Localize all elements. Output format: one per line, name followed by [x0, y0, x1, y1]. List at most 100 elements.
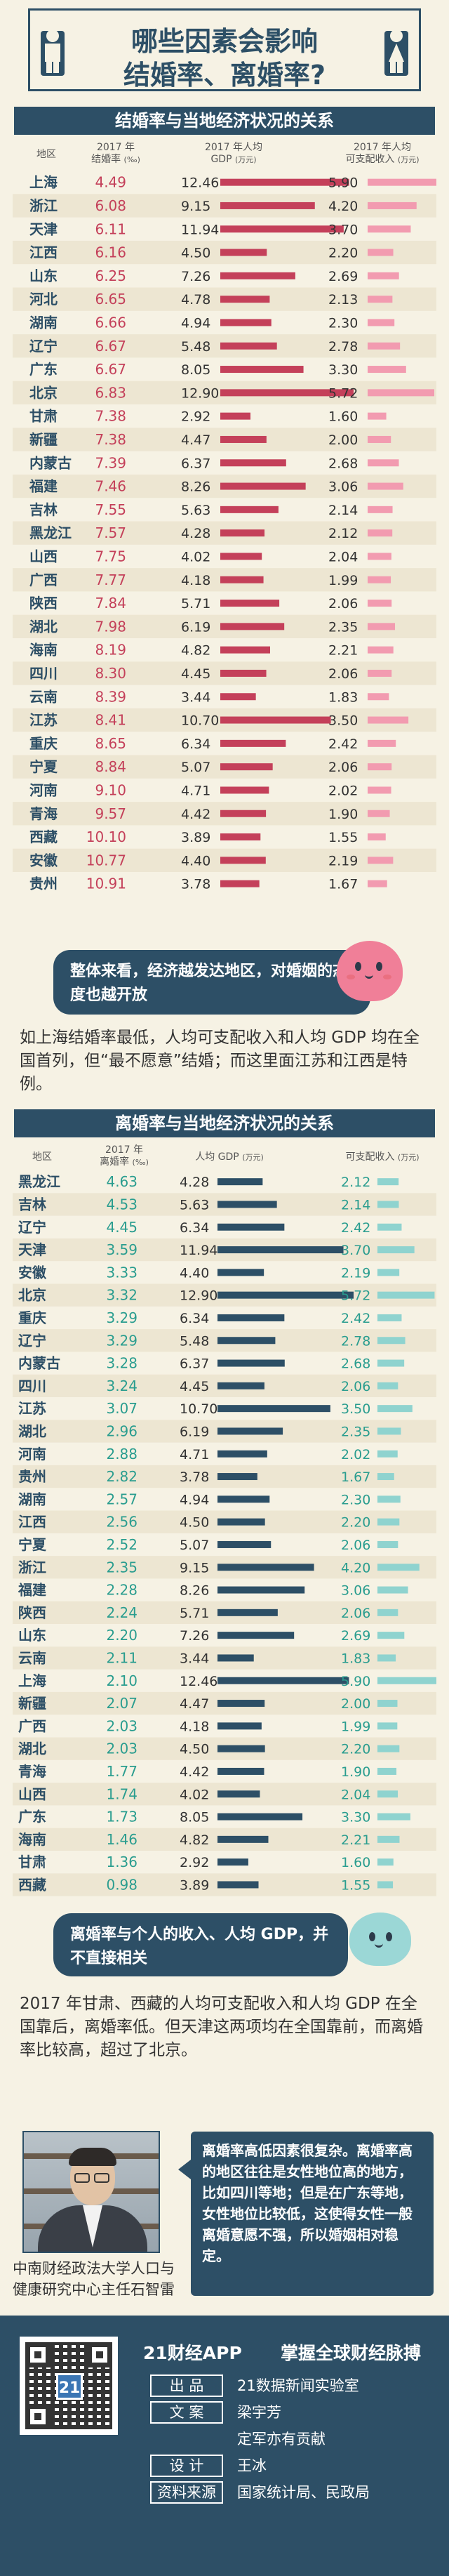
col-income-header-2: 可支配收入 (万元): [345, 1151, 420, 1163]
region-label: 天津: [29, 220, 58, 237]
expert-portrait: [22, 2131, 160, 2253]
gdp-value: 4.82: [181, 643, 210, 659]
region-label: 广西: [29, 572, 58, 588]
region-label: 海南: [18, 1831, 46, 1848]
callout-divorce: 离婚率与个人的收入、人均 GDP，并不直接相关: [53, 1913, 348, 1976]
region-label: 吉林: [29, 501, 58, 518]
region-label: 云南: [29, 688, 58, 705]
region-label: 天津: [18, 1241, 46, 1258]
income-bar: [377, 1382, 398, 1389]
income-value: 2.06: [328, 666, 358, 682]
income-bar: [377, 1427, 401, 1435]
income-bar: [368, 435, 391, 443]
gdp-value: 4.40: [181, 853, 210, 868]
gdp-value: 5.07: [180, 1538, 209, 1553]
income-value: 5.72: [341, 1288, 370, 1304]
region-label: 青海: [29, 805, 58, 822]
rate-value: 6.08: [95, 197, 126, 214]
rate-value: 2.56: [106, 1514, 138, 1531]
rate-value: 7.57: [95, 524, 126, 541]
gdp-bar: [220, 366, 304, 374]
income-bar: [377, 1223, 402, 1231]
paragraph-divorce: 2017 年甘肃、西藏的人均可支配收入和人均 GDP 在全国靠后，离婚率低。但天…: [20, 1995, 423, 2059]
gdp-bar: [220, 623, 285, 630]
income-value: 2.78: [341, 1333, 370, 1349]
income-value: 1.60: [328, 409, 358, 425]
rate-value: 10.91: [86, 876, 126, 892]
income-value: 5.90: [328, 176, 358, 191]
income-value: 2.30: [341, 1492, 370, 1507]
rate-value: 1.46: [106, 1831, 138, 1848]
region-label: 青海: [18, 1763, 46, 1780]
income-value: 2.00: [341, 1696, 370, 1712]
region-label: 北京: [29, 384, 58, 401]
region-label: 上海: [29, 174, 58, 191]
gdp-value: 9.15: [181, 199, 210, 214]
income-bar: [368, 857, 394, 864]
region-label: 浙江: [18, 1559, 46, 1576]
rate-value: 4.53: [106, 1196, 138, 1213]
gdp-value: 4.50: [180, 1742, 209, 1757]
income-value: 2.20: [341, 1515, 370, 1531]
region-label: 浙江: [29, 197, 58, 214]
rate-value: 8.19: [95, 642, 126, 659]
footer: 21 21财经APP 掌握全球财经脉搏 出 品 21数据新闻实验室 文 案 梁宇…: [0, 2316, 449, 2576]
rate-value: 8.30: [95, 665, 126, 682]
gdp-bar: [217, 1382, 264, 1389]
region-label: 广西: [18, 1717, 46, 1734]
gdp-value: 8.26: [181, 480, 210, 495]
gdp-bar: [220, 459, 286, 467]
region-label: 宁夏: [29, 758, 58, 775]
gdp-bar: [220, 202, 315, 209]
gdp-bar: [217, 1609, 278, 1616]
teal-mascot-icon: [349, 1913, 411, 1966]
income-value: 2.12: [328, 526, 358, 541]
gdp-value: 4.50: [180, 1515, 209, 1531]
rate-value: 3.59: [106, 1241, 138, 1258]
income-value: 1.55: [341, 1877, 370, 1893]
title-frame: [28, 8, 421, 91]
rate-value: 8.41: [95, 712, 126, 729]
income-bar: [368, 623, 396, 630]
income-bar: [368, 693, 389, 701]
region-label: 内蒙古: [29, 454, 72, 471]
income-value: 2.02: [328, 783, 358, 798]
gdp-value: 3.78: [180, 1469, 209, 1485]
region-label: 河北: [29, 291, 58, 308]
rate-value: 7.84: [95, 595, 126, 612]
income-value: 2.78: [328, 339, 358, 355]
income-value: 1.67: [328, 877, 358, 892]
region-label: 新疆: [18, 1695, 46, 1712]
rate-value: 6.25: [95, 267, 126, 284]
rate-value: 6.83: [95, 384, 126, 401]
rate-value: 4.63: [106, 1173, 138, 1190]
paragraph-marriage: 如上海结婚率最低，人均可支配收入和人均 GDP 均在全国首列，但“最不愿意”结婚…: [20, 1029, 420, 1093]
gdp-value: 6.37: [180, 1356, 209, 1372]
income-bar: [368, 669, 392, 677]
rate-value: 3.33: [106, 1264, 138, 1281]
gdp-value: 4.40: [180, 1265, 209, 1281]
income-bar: [377, 1609, 398, 1616]
gdp-value: 4.71: [180, 1447, 209, 1462]
income-value: 5.90: [341, 1674, 370, 1689]
income-bar: [377, 1337, 406, 1345]
rate-value: 2.96: [106, 1422, 138, 1439]
income-bar: [377, 1314, 402, 1321]
region-label: 湖南: [18, 1491, 46, 1507]
gdp-bar: [220, 716, 331, 724]
income-value: 2.42: [341, 1220, 370, 1236]
income-bar: [368, 506, 393, 513]
income-value: 2.00: [328, 432, 358, 448]
gdp-bar: [217, 1813, 303, 1821]
income-bar: [368, 716, 409, 724]
gdp-bar: [217, 1223, 285, 1231]
gdp-value: 3.89: [181, 830, 210, 845]
income-bar: [368, 529, 393, 537]
income-bar: [377, 1246, 415, 1254]
income-value: 1.83: [341, 1651, 370, 1666]
gdp-value: 4.45: [181, 666, 210, 682]
rate-value: 2.28: [106, 1582, 138, 1599]
credit-designer: 设 计 王冰: [150, 2455, 431, 2480]
gdp-bar: [220, 529, 265, 537]
gdp-bar: [217, 1518, 265, 1526]
